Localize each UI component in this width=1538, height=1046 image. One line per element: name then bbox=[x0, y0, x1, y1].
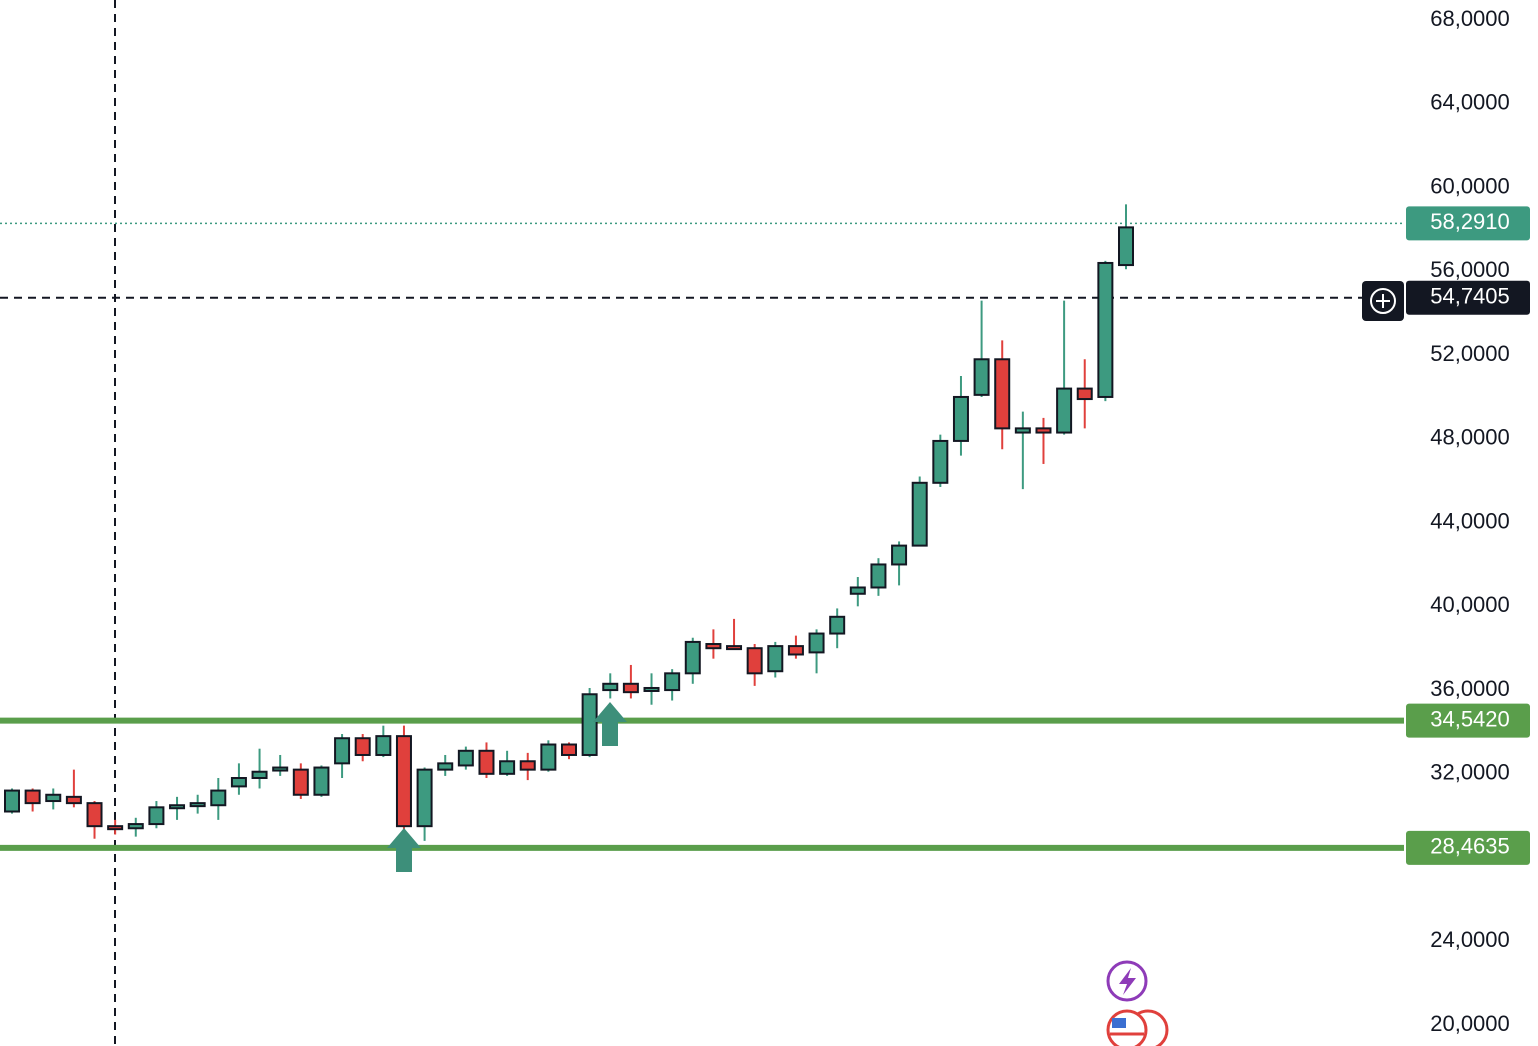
candle-body bbox=[870, 563, 887, 589]
event-icon bbox=[1106, 960, 1148, 1002]
y-tick-label: 32,0000 bbox=[1430, 760, 1510, 785]
candle-body bbox=[1035, 427, 1052, 434]
candle-body bbox=[127, 823, 144, 830]
candle-body bbox=[1056, 387, 1073, 434]
candle-body bbox=[561, 743, 577, 756]
y-tick-label: 68,0000 bbox=[1430, 6, 1510, 31]
candle-body bbox=[994, 358, 1011, 430]
y-tick-label: 44,0000 bbox=[1430, 508, 1510, 533]
price-label-bg bbox=[1406, 206, 1530, 241]
candle-body bbox=[1118, 226, 1134, 267]
candle-body bbox=[189, 802, 206, 808]
price-label: 28,4635 bbox=[1430, 834, 1510, 859]
candle-body bbox=[354, 737, 371, 756]
candles bbox=[4, 204, 1134, 841]
candle-body bbox=[169, 804, 186, 810]
candle-body bbox=[519, 760, 536, 771]
candle-body bbox=[230, 777, 247, 788]
candle-body bbox=[457, 749, 474, 767]
candle-body bbox=[787, 645, 804, 656]
candle-body bbox=[313, 766, 330, 796]
y-tick-label: 24,0000 bbox=[1430, 927, 1510, 952]
candle-body bbox=[767, 645, 784, 673]
candle-body bbox=[746, 647, 763, 675]
event-icon bbox=[1106, 1009, 1169, 1046]
candle-body bbox=[602, 682, 619, 692]
candle-body bbox=[334, 737, 351, 765]
candle-body bbox=[65, 795, 82, 805]
candle-body bbox=[292, 768, 309, 796]
candle-body bbox=[416, 768, 433, 828]
candle-body bbox=[540, 743, 557, 771]
candle-body bbox=[210, 789, 227, 807]
candle-body bbox=[911, 481, 928, 547]
candle-body bbox=[437, 762, 454, 771]
candle-body bbox=[499, 760, 516, 775]
candle-body bbox=[375, 735, 392, 756]
candle-body bbox=[891, 544, 908, 566]
y-tick-label: 64,0000 bbox=[1430, 90, 1510, 115]
candle-body bbox=[973, 358, 990, 396]
price-label-bg bbox=[1406, 703, 1530, 738]
price-label-bg bbox=[1406, 280, 1530, 315]
price-label: 58,2910 bbox=[1430, 209, 1510, 234]
candle-body bbox=[24, 789, 41, 805]
candle-body bbox=[581, 693, 598, 756]
price-lines bbox=[0, 222, 1404, 851]
candle-body bbox=[705, 643, 722, 650]
candle-body bbox=[849, 586, 866, 595]
candle-body bbox=[622, 682, 639, 694]
candle-body bbox=[1097, 261, 1114, 398]
candle-body bbox=[251, 770, 268, 780]
y-tick-label: 20,0000 bbox=[1430, 1011, 1510, 1036]
candle-body bbox=[107, 825, 124, 831]
candle-body bbox=[932, 439, 949, 484]
y-tick-label: 52,0000 bbox=[1430, 341, 1510, 366]
candle-body bbox=[1076, 387, 1093, 401]
y-axis: 20,0000 24,0000 32,0000 36,0000 40,0000 44,00… bbox=[1406, 6, 1530, 1036]
candle-body bbox=[86, 802, 103, 828]
price-label: 34,5420 bbox=[1430, 706, 1510, 731]
candle-body bbox=[829, 615, 846, 635]
candle-body bbox=[684, 640, 701, 675]
candle-body bbox=[952, 395, 969, 442]
y-tick-label: 60,0000 bbox=[1430, 173, 1510, 198]
candle-body bbox=[4, 789, 20, 813]
candle-body bbox=[726, 645, 743, 651]
price-label-bg bbox=[1406, 830, 1530, 865]
signal-arrow bbox=[387, 828, 421, 872]
price-label: 54,7405 bbox=[1430, 284, 1510, 309]
y-tick-label: 48,0000 bbox=[1430, 425, 1510, 450]
crosshair-add-button[interactable] bbox=[1362, 281, 1404, 321]
y-tick-label: 40,0000 bbox=[1430, 592, 1510, 617]
candle-body bbox=[643, 686, 660, 692]
candle-body bbox=[1014, 427, 1031, 434]
candle-body bbox=[664, 672, 681, 692]
candle-body bbox=[395, 735, 412, 828]
y-tick-label: 36,0000 bbox=[1430, 676, 1510, 701]
signal-arrow bbox=[593, 702, 627, 746]
candle-body bbox=[808, 632, 825, 654]
candle-body bbox=[478, 749, 495, 775]
candle-body bbox=[148, 806, 165, 826]
candle-body bbox=[45, 793, 62, 803]
y-tick-label: 56,0000 bbox=[1430, 257, 1510, 282]
candle-body bbox=[272, 766, 289, 772]
